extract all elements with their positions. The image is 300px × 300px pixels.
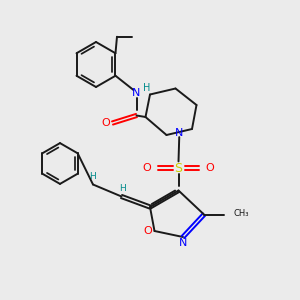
Text: N: N [132, 88, 141, 98]
Text: H: H [143, 83, 151, 94]
Text: N: N [179, 238, 187, 248]
Text: S: S [175, 161, 182, 175]
Text: O: O [142, 163, 152, 173]
Text: O: O [101, 118, 110, 128]
Text: H: H [120, 184, 126, 193]
Text: O: O [143, 226, 152, 236]
Text: N: N [175, 128, 183, 138]
Text: H: H [89, 172, 96, 181]
Text: O: O [206, 163, 214, 173]
Text: CH₃: CH₃ [233, 208, 249, 217]
